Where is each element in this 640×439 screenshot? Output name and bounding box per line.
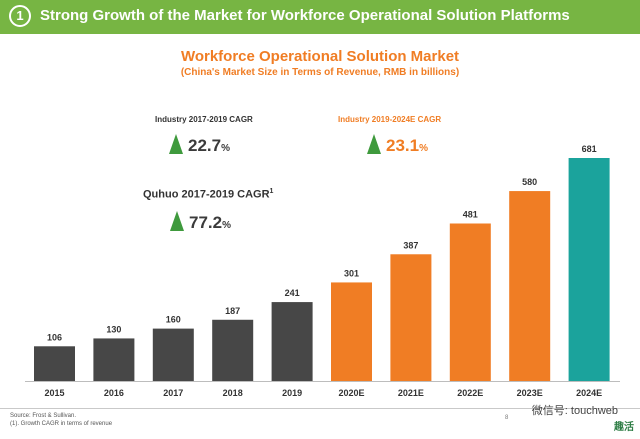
x-tick-label-2022E: 2022E	[457, 388, 483, 398]
x-tick-label-2019: 2019	[282, 388, 302, 398]
bar-2023E	[509, 191, 551, 381]
industry-fcst-cagr-value: 23.1%	[386, 136, 428, 155]
chart-subtitle: (China's Market Size in Terms of Revenue…	[180, 67, 460, 78]
data-label-2022E: 481	[463, 209, 478, 219]
bar-2022E	[449, 223, 491, 381]
x-tick-label-2016: 2016	[104, 388, 124, 398]
data-label-2015: 106	[47, 332, 62, 342]
up-arrow-icon	[169, 134, 183, 154]
section-title: Strong Growth of the Market for Workforc…	[40, 7, 570, 24]
x-tick-label-2018: 2018	[223, 388, 243, 398]
data-label-2018: 187	[225, 306, 240, 316]
bar-2019	[271, 302, 313, 381]
section-number-badge: 1	[9, 5, 31, 27]
industry-fcst-cagr-label: Industry 2019-2024E CAGR	[338, 115, 442, 124]
wechat-watermark: 微信号: touchweb	[531, 405, 618, 417]
x-tick-label-2017: 2017	[163, 388, 183, 398]
industry-hist-cagr-value: 22.7%	[188, 136, 230, 155]
quhuo-logo: 趣活	[614, 422, 634, 433]
footer-divider	[0, 408, 640, 409]
data-label-2016: 130	[106, 324, 121, 334]
quhuo-cagr-label: Quhuo 2017-2019 CAGR1	[143, 188, 274, 201]
industry-hist-cagr-label: Industry 2017-2019 CAGR	[155, 115, 253, 124]
chart-title: Workforce Operational Solution Market	[180, 48, 460, 65]
data-label-2021E: 387	[403, 240, 418, 250]
up-arrow-icon	[367, 134, 381, 154]
footer-source: Source: Frost & Sullivan. (1). Growth CA…	[10, 413, 113, 427]
page-number: 8	[505, 415, 509, 421]
x-tick-label-2023E: 2023E	[517, 388, 543, 398]
x-tick-label-2021E: 2021E	[398, 388, 424, 398]
bar-2024E	[568, 158, 610, 381]
data-label-2020E: 301	[344, 268, 359, 278]
x-tick-label-2024E: 2024E	[576, 388, 602, 398]
data-label-2019: 241	[285, 288, 300, 298]
bar-2017	[152, 328, 194, 381]
bar-2021E	[390, 254, 432, 381]
bar-2015	[34, 346, 75, 381]
bar-2016	[93, 338, 135, 381]
data-label-2017: 160	[166, 315, 181, 325]
bar-2020E	[331, 282, 372, 381]
section-header: 1 Strong Growth of the Market for Workfo…	[0, 0, 640, 34]
x-tick-label-2020E: 2020E	[338, 388, 364, 398]
data-label-2023E: 580	[522, 177, 537, 187]
quhuo-cagr-value: 77.2%	[189, 213, 231, 232]
bar-2018	[212, 319, 254, 381]
data-label-2024E: 681	[582, 144, 597, 154]
up-arrow-icon	[170, 211, 184, 231]
x-tick-label-2015: 2015	[44, 388, 64, 398]
